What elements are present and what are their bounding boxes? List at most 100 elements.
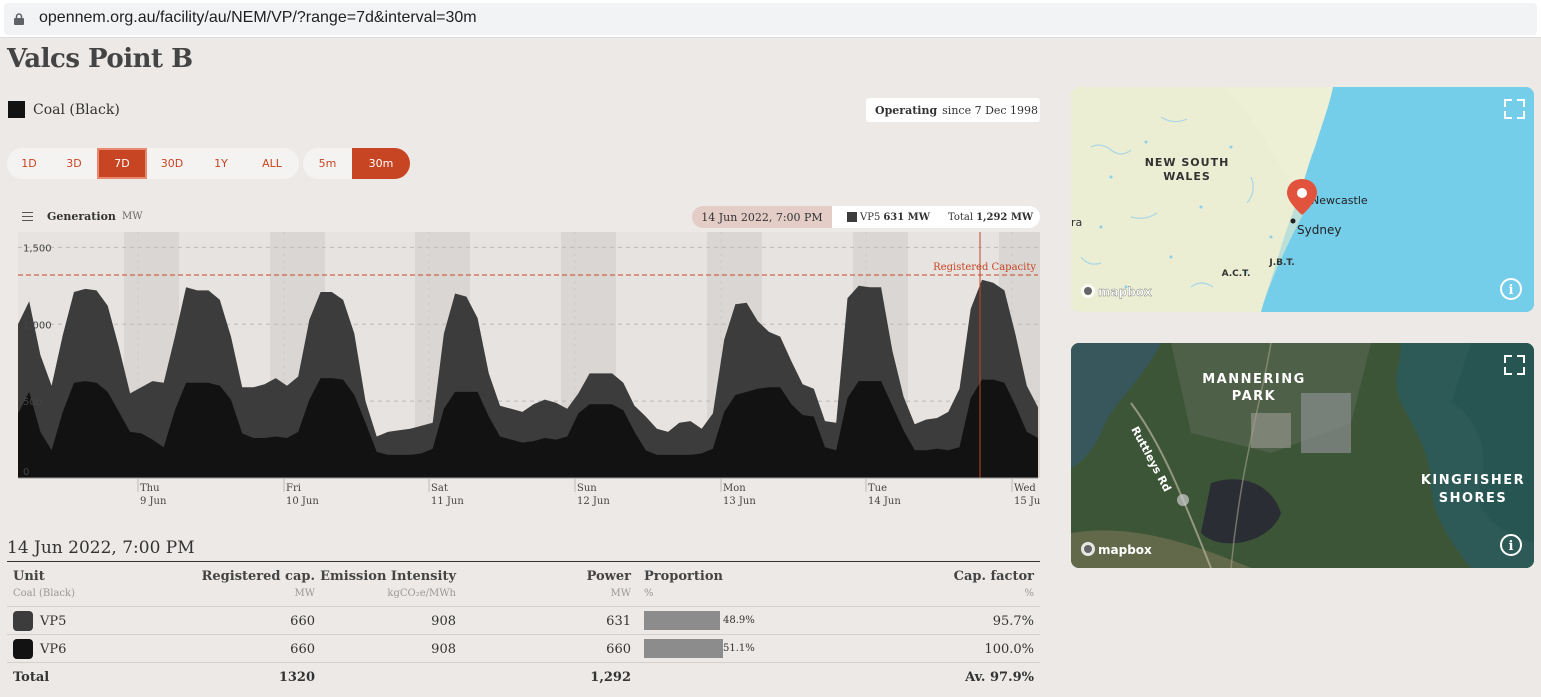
proportion-bar [644,611,720,630]
satellite-map[interactable]: MANNERING PARK KINGFISHER SHORES Ruttley… [1071,343,1534,568]
fuel-tech-label: Coal (Black) [33,101,120,118]
table-total-row: Total 1320 1,292 Av. 97.9% [7,663,1040,691]
col-unit-sub: Coal (Black) [13,588,75,599]
browser-address-bar: opennem.org.au/facility/au/NEM/VP/?range… [0,0,1541,38]
total-reg-cap: 1320 [278,670,315,685]
unit-table: Unit Coal (Black) Registered cap. MW Emi… [7,561,1040,691]
generation-chart[interactable]: Registered Capacity 0 500 1,000 1,500 Thu 9 Ju… [18,230,1040,515]
col-power: Power [586,569,631,584]
hover-date: 14 Jun 2022, 7:00 PM [692,206,832,228]
col-cap-factor-sub: % [1024,588,1034,599]
mapbox-logo: mapbox [1081,542,1152,557]
map-label-newcastle: Newcastle [1311,194,1368,207]
chart-title: Generation [47,210,116,223]
col-emission-sub: kgCO₂e/MWh [387,588,456,599]
x-tick-date: 15 Jun [1014,496,1040,507]
range-button-3d[interactable]: 3D [66,157,82,170]
map-label-jbt: J.B.T. [1268,258,1294,268]
info-icon: i [1500,278,1522,300]
info-icon: i [1500,534,1522,556]
svg-text:i: i [1509,539,1514,554]
unit-power: 660 [606,642,631,657]
interval-selector: 5m 30m [303,148,410,179]
unit-cap-factor: 95.7% [992,614,1034,629]
unit-color-swatch [13,611,33,631]
range-button-1d[interactable]: 1D [21,157,37,170]
x-tick-day: Sun [577,483,597,494]
total-cap-factor: Av. 97.9% [965,670,1034,685]
map-label-nsw-2: WALES [1163,170,1211,183]
table-row[interactable]: VP5 660 908 631 48.9% 95.7% [7,607,1040,635]
col-reg-cap: Registered cap. [201,569,315,584]
hover-values: VP5 631 MW Total 1,292 MW [832,206,1040,228]
hover-series-name: VP5 [860,211,881,223]
col-unit: Unit [13,569,45,584]
range-selector: 1D 3D 7D 30D 1Y ALL [7,148,299,179]
unit-power: 631 [606,614,631,629]
x-tick-day: Tue [868,483,887,494]
x-tick-day: Fri [286,483,301,494]
region-map[interactable]: NEW SOUTH WALES A.C.T. J.B.T. ra Sydney … [1071,87,1534,312]
svg-text:i: i [1509,283,1514,298]
proportion-bar [644,639,724,658]
range-button-1y[interactable]: 1Y [214,157,228,170]
lock-icon [14,13,24,25]
x-tick-day: Wed [1014,483,1036,494]
map-label-act: A.C.T. [1222,269,1251,279]
y-tick-label: 1,000 [23,320,52,331]
total-power: 1,292 [590,670,631,685]
unit-cap-factor: 100.0% [984,642,1034,657]
y-tick-label: 500 [23,397,42,408]
map-label-kingfisher-2: SHORES [1439,491,1508,506]
table-row[interactable]: VP6 660 908 660 51.1% 100.0% [7,635,1040,663]
map-label-ra: ra [1071,216,1082,229]
map-label-mannering-2: PARK [1232,389,1276,404]
svg-text:mapbox: mapbox [1098,543,1152,557]
unit-emission: 908 [431,614,456,629]
status-badge: Operating since 7 Dec 1998 [866,98,1040,122]
chart-menu-icon[interactable] [22,212,33,221]
col-power-sub: MW [610,588,631,599]
unit-reg-cap: 660 [290,642,315,657]
interval-button-30m[interactable]: 30m [352,148,410,179]
interval-button-5m[interactable]: 5m [318,157,337,170]
x-tick-day: Sat [431,483,448,494]
table-body: VP5 660 908 631 48.9% 95.7% VP6 660 908 660 51.1% 1… [7,607,1040,663]
range-button-30d[interactable]: 30D [160,157,184,170]
unit-proportion: 51.1% [723,643,755,654]
chart-unit: MW [122,211,143,222]
capacity-label: Registered Capacity [933,262,1036,273]
col-proportion-sub: % [644,588,654,599]
chart-header: Generation MW 14 Jun 2022, 7:00 PM VP5 6… [18,206,1040,230]
x-tick-date: 14 Jun [868,496,901,507]
col-reg-cap-sub: MW [294,588,315,599]
page-title: Valcs Point B [7,44,193,74]
unit-emission: 908 [431,642,456,657]
x-tick-date: 10 Jun [286,496,319,507]
range-button-all[interactable]: ALL [262,157,282,170]
unit-reg-cap: 660 [290,614,315,629]
map-label-sydney: Sydney [1297,223,1341,237]
expand-icon [1504,99,1525,119]
total-label: Total [13,670,50,685]
status-since: since 7 Dec 1998 [942,103,1039,117]
hover-series-value: 631 MW [883,211,930,223]
range-button-7d[interactable]: 7D [97,148,147,179]
x-tick-day: Mon [723,483,746,494]
unit-proportion: 48.9% [723,615,755,626]
status-label: Operating [875,103,938,117]
hover-total-label: Total [947,211,974,223]
x-tick-date: 11 Jun [431,496,464,507]
series-swatch [847,212,857,222]
table-date: 14 Jun 2022, 7:00 PM [7,538,195,558]
col-emission: Emission Intensity [320,569,456,584]
mapbox-logo: mapbox [1081,284,1152,299]
location-pin-icon [1287,179,1317,215]
x-tick-day: Thu [140,483,160,494]
map-label-kingfisher-1: KINGFISHER [1421,473,1525,488]
sydney-dot [1290,218,1296,224]
hover-total-value: 1,292 MW [976,211,1034,223]
x-tick-date: 9 Jun [140,496,167,507]
url-field[interactable]: opennem.org.au/facility/au/NEM/VP/?range… [4,3,1537,35]
url-text: opennem.org.au/facility/au/NEM/VP/?range… [39,9,477,26]
